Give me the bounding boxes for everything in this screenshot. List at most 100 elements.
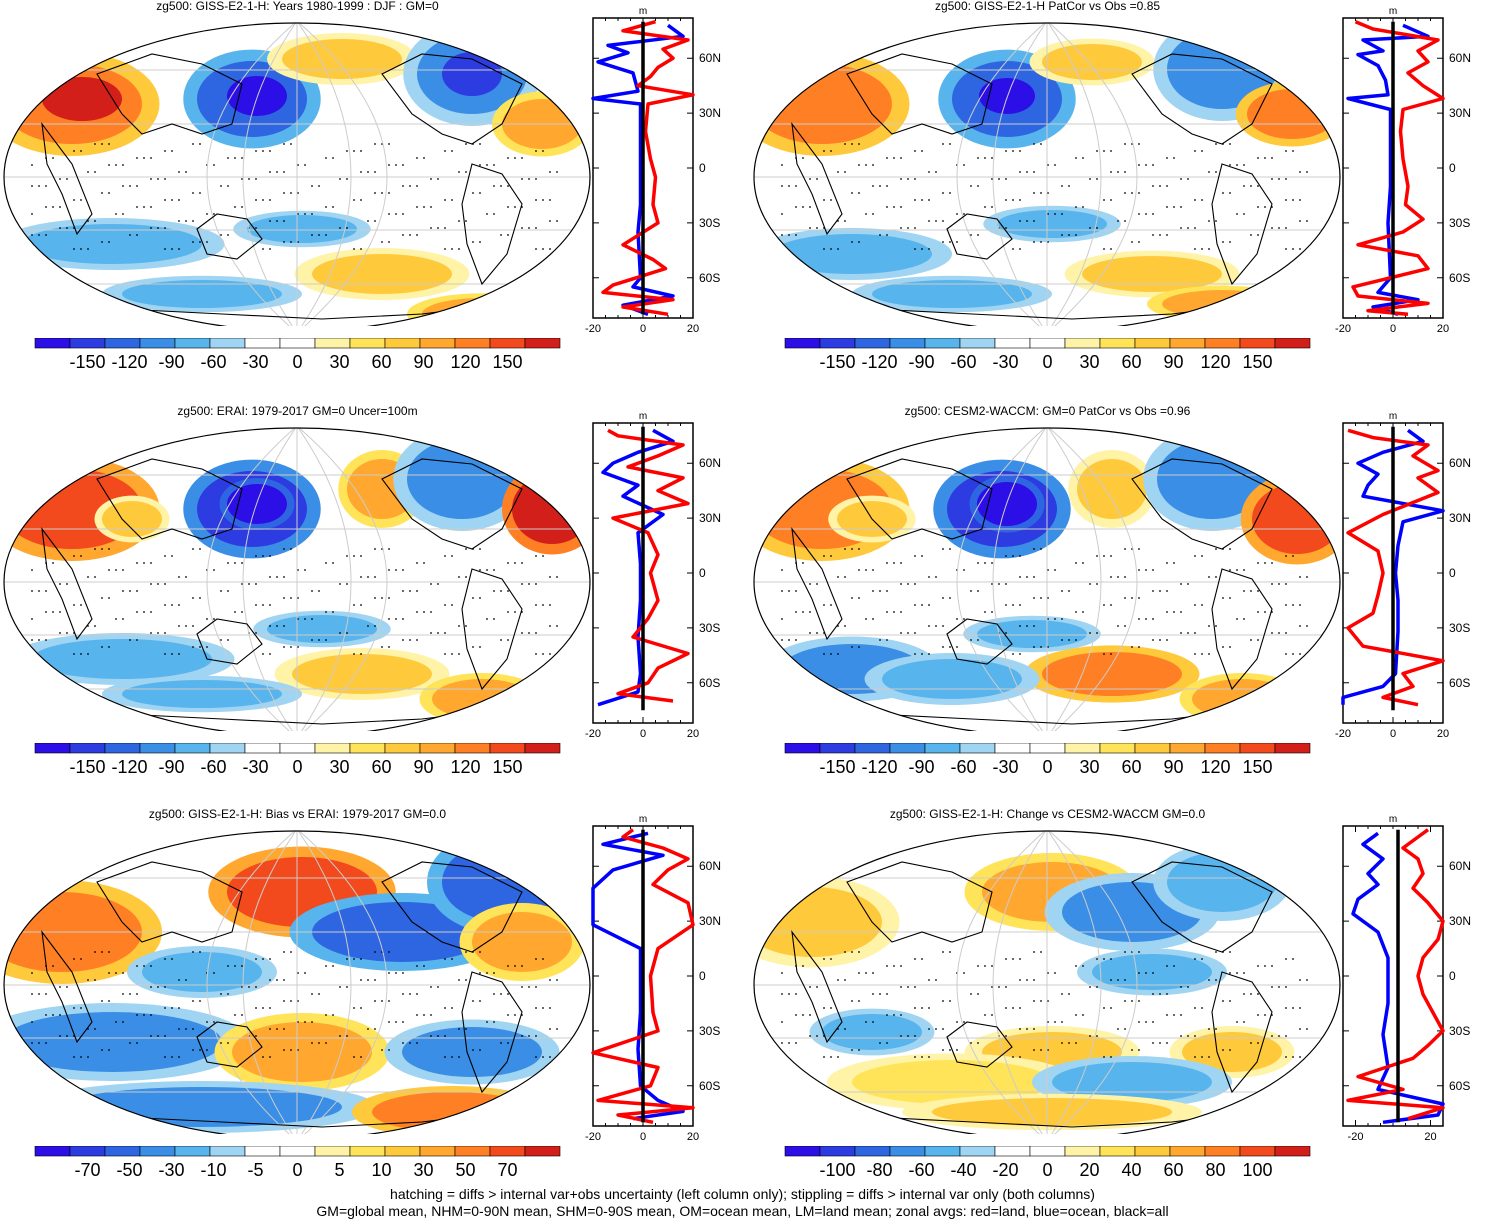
land-zonal-mean-line <box>1346 428 1445 707</box>
colorbar-swatch <box>889 338 926 349</box>
field-contour <box>22 224 202 264</box>
robinson-map <box>3 427 591 731</box>
colorbar-label: 30 <box>1079 757 1099 777</box>
profile-x-tick-label: 0 <box>1390 728 1396 740</box>
profile-y-tick-label: 30S <box>699 621 720 635</box>
colorbar-label: 5 <box>334 1160 344 1180</box>
profile-y-tick-label: 0 <box>1449 566 1456 580</box>
land-zonal-mean-line <box>1351 20 1445 317</box>
colorbar-swatch <box>889 743 926 754</box>
field-contour <box>1192 679 1292 719</box>
colorbar-swatch <box>1169 338 1206 349</box>
field-contour <box>4 832 102 872</box>
graticule <box>754 428 1340 731</box>
colorbar-label: -30 <box>992 352 1018 372</box>
ocean-zonal-mean-line <box>1346 23 1430 316</box>
colorbar-swatch <box>959 1146 996 1157</box>
map-outline <box>753 830 1341 1134</box>
colorbar-swatch <box>34 1146 71 1157</box>
colorbar-swatch <box>209 338 246 349</box>
colorbar-swatch <box>1204 743 1241 754</box>
colorbar-swatch <box>244 338 281 349</box>
colorbar-swatch <box>924 743 961 754</box>
field-contour <box>372 1092 532 1132</box>
field-contour <box>932 1098 1172 1126</box>
field-contour <box>882 659 1022 699</box>
land-zonal-mean-line <box>601 20 695 317</box>
colorbar-swatch <box>34 743 71 754</box>
colorbar-swatch <box>889 1146 926 1157</box>
colorbar-label: 90 <box>413 757 433 777</box>
ocean-zonal-mean-line <box>591 23 685 316</box>
colorbar-swatch <box>1169 743 1206 754</box>
field-contour <box>472 912 572 972</box>
colorbar-swatch <box>959 743 996 754</box>
colorbar-swatch <box>924 338 961 349</box>
colorbar-swatch <box>1134 1146 1171 1157</box>
colorbar-swatch <box>819 1146 856 1157</box>
profile-x-tick-label: -20 <box>585 1131 601 1143</box>
colorbar-swatch <box>1274 338 1311 349</box>
colorbar-swatch <box>34 338 71 349</box>
colorbar-swatch <box>314 743 351 754</box>
footer-line-2: GM=global mean, NHM=0-90N mean, SHM=0-90… <box>316 1203 1169 1219</box>
colorbar-swatch <box>314 338 351 349</box>
colorbar-label: 90 <box>1163 757 1183 777</box>
colorbar-swatch <box>784 338 821 349</box>
colorbar-swatch <box>1099 743 1136 754</box>
profile-y-tick-label: 60S <box>1449 271 1470 285</box>
profile-y-tick-label: 60S <box>699 271 720 285</box>
land-zonal-mean-line <box>607 428 690 703</box>
colorbar-label: 0 <box>292 352 302 372</box>
field-contour <box>772 234 932 274</box>
robinson-map <box>753 22 1341 326</box>
colorbar-swatch <box>419 1146 456 1157</box>
colorbar-label: -120 <box>861 757 897 777</box>
field-contour <box>977 620 1087 648</box>
colorbar-label: 80 <box>1205 1160 1225 1180</box>
colorbar-swatch <box>854 338 891 349</box>
profile-unit: m <box>639 6 647 17</box>
colorbar-label: -5 <box>247 1160 263 1180</box>
colorbar-label: 70 <box>497 1160 517 1180</box>
profile-x-tick-label: 0 <box>640 1131 646 1143</box>
colorbar-swatch <box>139 1146 176 1157</box>
colorbar-swatch <box>349 338 386 349</box>
land-zonal-mean-line <box>1346 828 1445 1121</box>
colorbar-swatch <box>139 743 176 754</box>
colorbar-swatch <box>959 338 996 349</box>
colorbar-label: -20 <box>992 1160 1018 1180</box>
profile-x-tick-label: 20 <box>1424 1131 1436 1143</box>
colorbar-swatch <box>209 1146 246 1157</box>
colorbar-swatch <box>994 743 1031 754</box>
field-contour <box>232 1022 372 1082</box>
colorbar-label: 30 <box>329 352 349 372</box>
panel-title: zg500: CESM2-WACCM: GM=0 PatCor vs Obs =… <box>904 404 1191 418</box>
profile-x-tick-label: -20 <box>585 323 601 335</box>
colorbar-label: -60 <box>950 352 976 372</box>
colorbar-swatch <box>1029 1146 1066 1157</box>
profile-y-tick-label: 60S <box>1449 1079 1470 1093</box>
profile-frame <box>1342 825 1444 1127</box>
map-outline <box>753 427 1341 731</box>
colorbar-swatch <box>1064 338 1101 349</box>
colorbar-label: -90 <box>158 757 184 777</box>
colorbar-swatch <box>1099 1146 1136 1157</box>
panel-title: zg500: ERAI: 1979-2017 GM=0 Uncer=100m <box>177 404 418 418</box>
profile-y-tick-label: 60N <box>1449 859 1471 873</box>
colorbar-swatch <box>69 338 106 349</box>
colorbar: -150 -120 -90 -60 -30 0 30 60 90 120 150 <box>784 743 1311 777</box>
footer-line-1: hatching = diffs > internal var+obs unce… <box>390 1186 1095 1202</box>
zonal-mean-profile: 60N 30N 0 30S 60S -20 0 20 m <box>1335 411 1471 740</box>
colorbar-label: -70 <box>74 1160 100 1180</box>
field-contour <box>142 952 262 992</box>
colorbar-label: -60 <box>200 352 226 372</box>
colorbar-swatch <box>1099 338 1136 349</box>
colorbar-swatch <box>454 1146 491 1157</box>
profile-y-tick-label: 60N <box>699 859 721 873</box>
stippling <box>31 951 558 1058</box>
stippling <box>781 143 1308 250</box>
colorbar-label: 60 <box>1121 757 1141 777</box>
colorbar-label: -80 <box>866 1160 892 1180</box>
field-contour <box>1247 89 1337 139</box>
